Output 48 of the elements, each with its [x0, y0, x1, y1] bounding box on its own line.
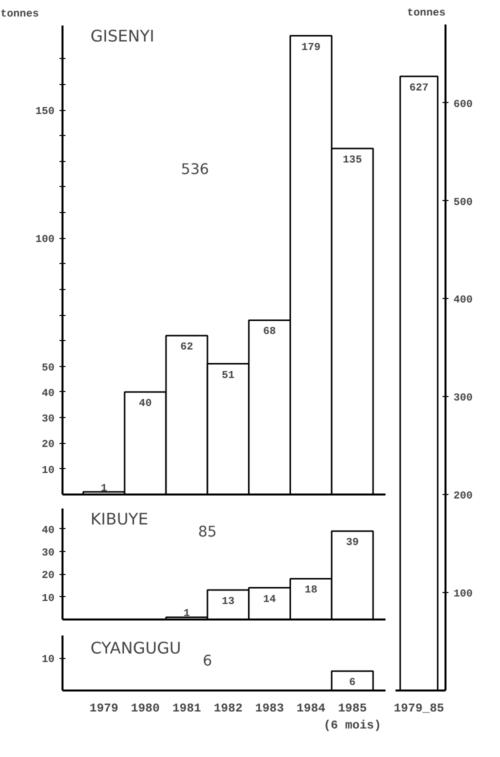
- x-tick-label: 1984: [296, 702, 326, 716]
- data-label: 179: [301, 42, 321, 54]
- data-label: 13: [222, 596, 235, 608]
- chart-title: KIBUYE: [90, 510, 148, 528]
- y-tick-label: 50: [42, 362, 55, 374]
- y-tick-label: 500: [454, 196, 473, 209]
- annotation: 536: [181, 161, 210, 178]
- y-tick-label: 400: [454, 294, 473, 307]
- y-tick-label: 30: [42, 414, 55, 426]
- y-tick-label: 150: [35, 106, 55, 118]
- annotation: 6: [202, 652, 212, 670]
- data-label: 40: [138, 398, 152, 410]
- y-axis-title: tonnes: [0, 8, 39, 20]
- chart-title: CYANGUGU: [90, 638, 182, 658]
- data-label: 51: [222, 370, 235, 382]
- y-tick-label: 10: [42, 464, 55, 477]
- y-tick-label: 100: [35, 234, 55, 246]
- data-label: 14: [263, 594, 277, 606]
- data-label: 6: [349, 677, 356, 690]
- data-label: 1: [100, 482, 108, 495]
- y-tick-label: 40: [42, 524, 55, 537]
- data-label: 18: [304, 584, 318, 597]
- y-tick-label: 20: [42, 439, 55, 452]
- y-tick-label: 300: [454, 392, 473, 405]
- y-tick-label: 20: [42, 570, 55, 582]
- data-label: 1: [184, 608, 190, 620]
- x-tick-label: 1982: [214, 702, 243, 716]
- y-tick-label: 100: [454, 588, 473, 601]
- x-tick-label: 1983: [255, 702, 284, 716]
- x-tick-label: 1979_85: [394, 702, 444, 716]
- annotation: 85: [198, 524, 217, 540]
- data-label: 627: [409, 82, 429, 94]
- y-tick-label: 30: [42, 548, 55, 560]
- x-tick-label: 1985 (6 mois): [324, 702, 382, 732]
- data-label: 135: [342, 154, 362, 167]
- data-label: 68: [263, 326, 276, 338]
- x-tick-label: 1981: [172, 702, 202, 716]
- x-tick-label: 1979: [90, 702, 118, 716]
- data-label: 62: [180, 342, 194, 354]
- y-tick-label: 40: [42, 388, 55, 400]
- chart-title: GISENYI: [90, 26, 154, 46]
- y-axis-title: tonnes: [407, 8, 446, 20]
- x-tick-label: 1980: [130, 702, 160, 716]
- y-tick-label: 10: [42, 654, 55, 666]
- y-tick-label: 10: [42, 592, 55, 605]
- y-tick-label: 200: [454, 490, 473, 503]
- y-tick-label: 600: [454, 98, 473, 111]
- data-label: 39: [346, 537, 359, 550]
